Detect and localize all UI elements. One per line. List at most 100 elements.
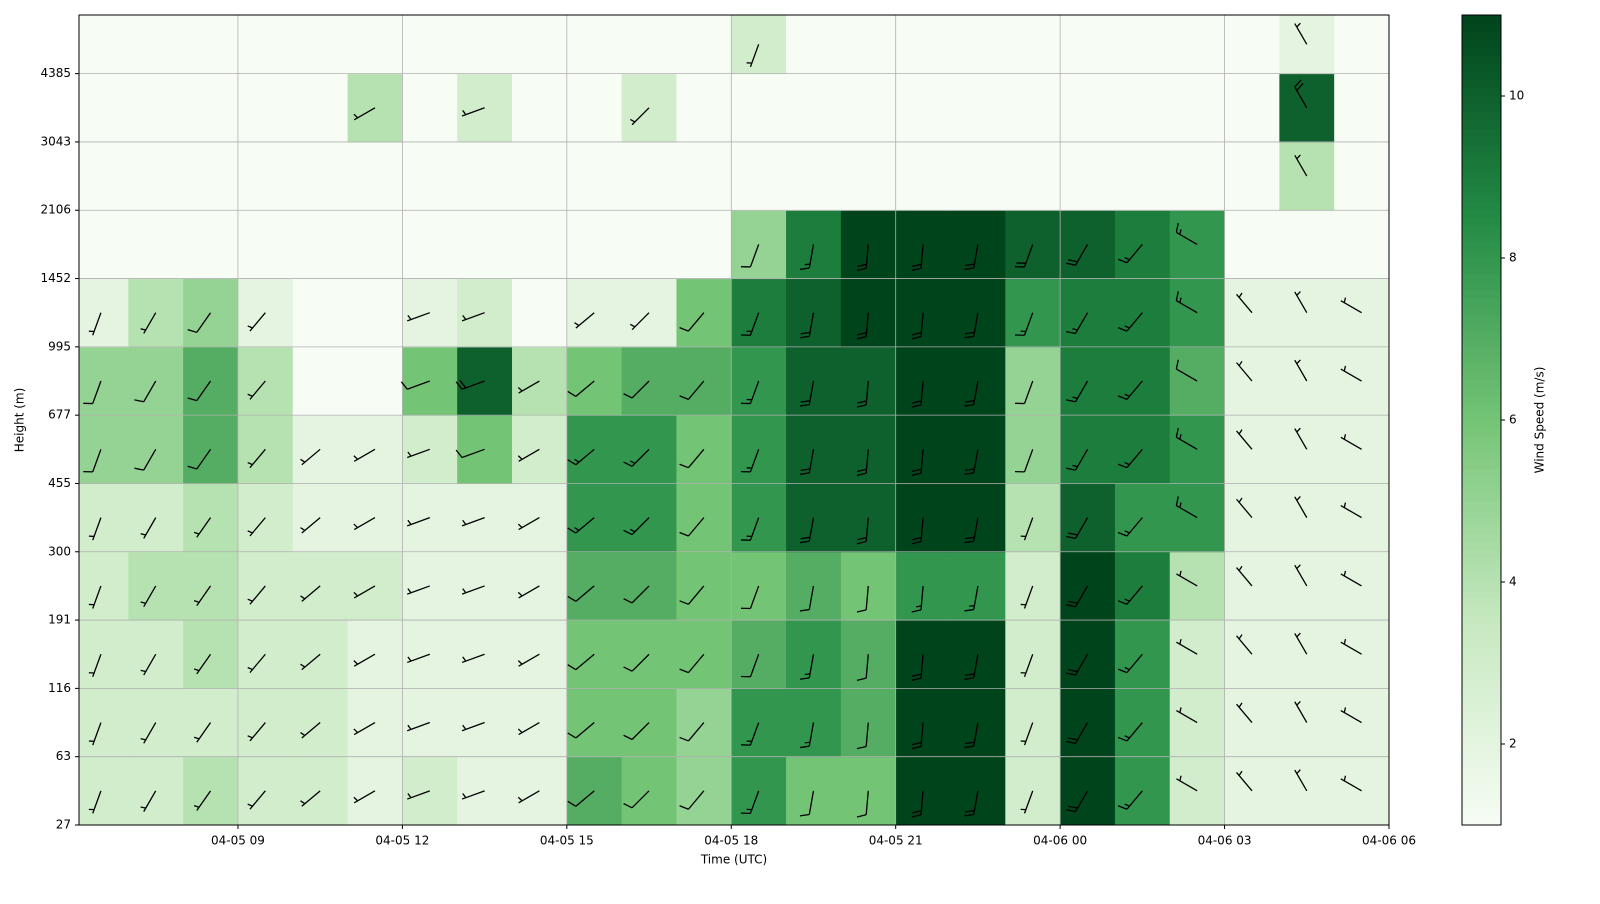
heat-cell [292, 415, 349, 484]
heat-cell [512, 620, 568, 689]
wind-barb [911, 449, 924, 477]
wind-barb [856, 312, 869, 340]
wind-barb [140, 585, 157, 608]
heat-cell [1005, 73, 1061, 143]
wind-barb [134, 380, 157, 403]
heat-cell [79, 551, 129, 621]
heat-cell [347, 688, 403, 758]
heat-cell [566, 15, 623, 75]
heat-cell [347, 73, 403, 143]
heat-cell [457, 141, 513, 211]
colorbar-swatch [1462, 347, 1501, 356]
wind-barb [193, 722, 212, 743]
colorbar-swatch [1462, 274, 1501, 283]
heat-cell [1279, 15, 1335, 75]
wind-barb [1175, 427, 1198, 450]
wind-barb [300, 448, 321, 466]
wind-barb [740, 654, 760, 678]
heat-cell [950, 15, 1006, 75]
wind-barb [1117, 312, 1143, 332]
colorbar-swatch [1462, 760, 1501, 769]
heat-cell [402, 15, 458, 75]
colorbar-swatch [1462, 395, 1501, 405]
colorbar-swatch [1462, 582, 1501, 591]
colorbar-swatch [1462, 387, 1501, 397]
colorbar-swatch [1462, 654, 1501, 664]
wind-barb [911, 654, 924, 681]
heat-cell [1169, 620, 1226, 689]
heat-cell [1224, 141, 1280, 211]
wind-barb [1236, 292, 1253, 314]
heat-cell [347, 210, 403, 280]
wind-barb [455, 448, 485, 459]
wind-barb [300, 517, 321, 534]
colorbar-swatch [1462, 15, 1501, 24]
heat-cell [950, 73, 1006, 143]
heat-cell [895, 15, 952, 75]
wind-barb [799, 790, 815, 817]
wind-barb [964, 790, 979, 817]
heat-cell [1114, 756, 1171, 825]
heat-cell [402, 346, 458, 416]
heat-cell [566, 688, 623, 758]
heat-cell [1114, 73, 1171, 143]
wind-barb [1236, 702, 1253, 723]
heat-cell [1169, 346, 1226, 416]
heat-cell [292, 73, 349, 143]
heat-cell [512, 210, 568, 280]
wind-barb [187, 380, 212, 402]
heat-cell [183, 141, 239, 211]
wind-barb [247, 312, 266, 332]
wind-barb [300, 653, 321, 671]
wind-barb [856, 654, 869, 681]
wind-barb [83, 380, 102, 405]
heat-cell [566, 73, 623, 143]
wind-barb [623, 380, 650, 399]
heat-cell [1279, 483, 1335, 553]
wind-barb [964, 449, 979, 475]
wind-barb [964, 585, 979, 612]
wind-barb [746, 44, 760, 68]
wind-barb [1176, 570, 1198, 587]
heat-cell [292, 551, 349, 621]
wind-barb [740, 517, 760, 541]
x-tick-label: 04-05 15 [540, 834, 594, 848]
colorbar-swatch [1462, 509, 1501, 518]
wind-barb [1066, 790, 1089, 813]
wind-barb [911, 585, 924, 613]
wind-barb [964, 312, 979, 339]
wind-barb [1066, 312, 1089, 335]
y-axis-label: Height (m) [13, 388, 27, 453]
colorbar-swatch [1462, 282, 1501, 291]
plot-frame [78, 14, 1390, 826]
heat-cell [1224, 73, 1280, 143]
heat-cell [1169, 73, 1226, 143]
heat-cell [786, 141, 842, 211]
wind-barb [1175, 291, 1198, 314]
wind-barb [567, 517, 595, 534]
colorbar-swatch [1462, 711, 1501, 721]
wind-barb [1176, 707, 1198, 724]
wind-barb [140, 312, 157, 334]
colorbar-swatch [1462, 201, 1501, 210]
heat-cell [1114, 15, 1171, 75]
wind-barb [911, 790, 924, 818]
wind-barb [1294, 769, 1308, 792]
heat-cell [1114, 141, 1171, 211]
colorbar-swatch [1462, 403, 1501, 413]
heat-cell [1279, 346, 1335, 416]
heat-cell [457, 15, 513, 75]
colorbar-swatch [1462, 120, 1501, 129]
heat-cell [347, 415, 403, 484]
heat-cell [1279, 551, 1335, 621]
wind-barb [517, 517, 540, 531]
wind-barb [83, 449, 102, 473]
heat-cell [731, 73, 787, 143]
heat-cell [402, 756, 458, 825]
wind-barb [461, 517, 485, 527]
colorbar-swatch [1462, 209, 1501, 218]
heat-cell [237, 756, 294, 825]
y-tick-label: 191 [48, 613, 71, 627]
heat-cell [457, 73, 513, 143]
colorbar-swatch [1462, 160, 1501, 170]
